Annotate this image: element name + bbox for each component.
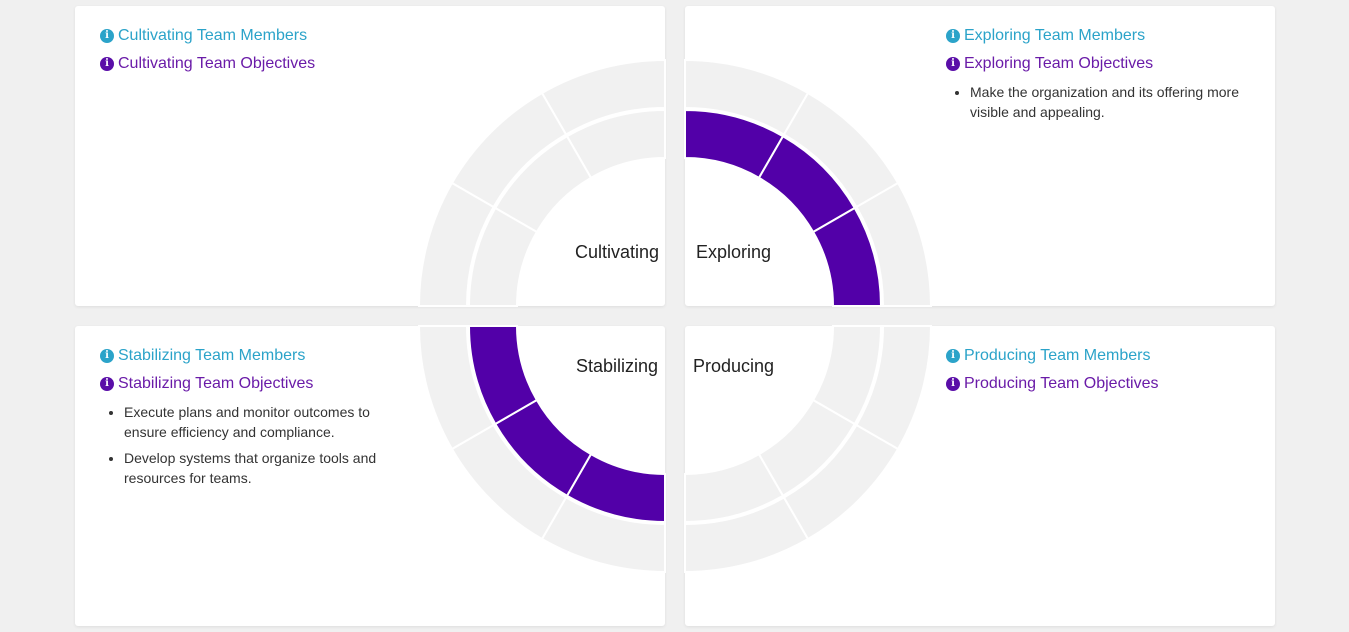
stabilizing-outer-segment-3[interactable]	[417, 325, 495, 451]
cultivating-team-members-link[interactable]: i Cultivating Team Members	[100, 26, 420, 46]
exploring-team-members-link[interactable]: i Exploring Team Members	[946, 26, 1266, 46]
objective-item: Execute plans and monitor outcomes to en…	[124, 402, 404, 442]
producing-inner-segment-3[interactable]	[811, 325, 883, 426]
exploring-info: i Exploring Team Members i Exploring Tea…	[946, 26, 1266, 128]
info-circle-icon: i	[100, 57, 114, 71]
cultivating-team-objectives-link[interactable]: i Cultivating Team Objectives	[100, 54, 420, 74]
stabilizing-team-members-link[interactable]: i Stabilizing Team Members	[100, 346, 420, 366]
cultivating-team-members-label: Cultivating Team Members	[118, 27, 308, 44]
objective-item: Develop systems that organize tools and …	[124, 448, 404, 488]
info-circle-icon: i	[100, 349, 114, 363]
info-circle-icon: i	[946, 57, 960, 71]
exploring-label: Exploring	[696, 242, 772, 262]
exploring-team-objectives-link[interactable]: i Exploring Team Objectives	[946, 54, 1266, 74]
producing-team-members-label: Producing Team Members	[964, 347, 1151, 364]
objective-item: Make the organization and its offering m…	[970, 82, 1250, 122]
info-circle-icon: i	[946, 349, 960, 363]
stabilizing-team-objectives-link[interactable]: i Stabilizing Team Objectives	[100, 374, 420, 394]
stabilizing-info: i Stabilizing Team Members i Stabilizing…	[100, 346, 420, 494]
producing-label: Producing	[693, 356, 775, 376]
info-circle-icon: i	[100, 29, 114, 43]
stabilizing-label: Stabilizing	[575, 356, 658, 376]
producing-team-objectives-label: Producing Team Objectives	[964, 375, 1159, 392]
info-circle-icon: i	[100, 377, 114, 391]
producing-outer-segment-3[interactable]	[855, 325, 933, 451]
cultivating-team-objectives-label: Cultivating Team Objectives	[118, 55, 316, 72]
stabilizing-team-objectives-label: Stabilizing Team Objectives	[118, 375, 314, 392]
cultivating-inner-segment-3[interactable]	[467, 206, 539, 307]
exploring-outer-segment-3[interactable]	[855, 181, 933, 307]
producing-team-members-link[interactable]: i Producing Team Members	[946, 346, 1266, 366]
exploring-inner-segment-3[interactable]	[811, 206, 883, 307]
cultivating-info: i Cultivating Team Members i Cultivating…	[100, 26, 420, 82]
stabilizing-inner-segment-3[interactable]	[467, 325, 539, 426]
producing-info: i Producing Team Members i Producing Tea…	[946, 346, 1266, 402]
exploring-objectives-list: Make the organization and its offering m…	[946, 82, 1250, 122]
info-circle-icon: i	[946, 377, 960, 391]
cultivating-outer-segment-3[interactable]	[417, 181, 495, 307]
exploring-team-members-label: Exploring Team Members	[964, 27, 1146, 44]
producing-team-objectives-link[interactable]: i Producing Team Objectives	[946, 374, 1266, 394]
stabilizing-team-members-label: Stabilizing Team Members	[118, 347, 306, 364]
exploring-team-objectives-label: Exploring Team Objectives	[964, 55, 1154, 72]
cultivating-label: Cultivating	[574, 242, 659, 262]
stabilizing-objectives-list: Execute plans and monitor outcomes to en…	[100, 402, 404, 488]
info-circle-icon: i	[946, 29, 960, 43]
